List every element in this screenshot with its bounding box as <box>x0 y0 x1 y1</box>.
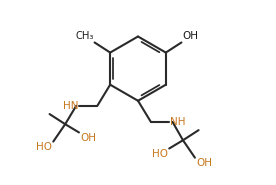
Text: HO: HO <box>36 142 52 152</box>
Text: HO: HO <box>152 149 168 159</box>
Text: OH: OH <box>182 31 198 41</box>
Text: HN: HN <box>63 101 78 111</box>
Text: NH: NH <box>170 117 186 127</box>
Text: OH: OH <box>80 133 96 143</box>
Text: CH₃: CH₃ <box>75 31 94 41</box>
Text: OH: OH <box>196 158 212 168</box>
